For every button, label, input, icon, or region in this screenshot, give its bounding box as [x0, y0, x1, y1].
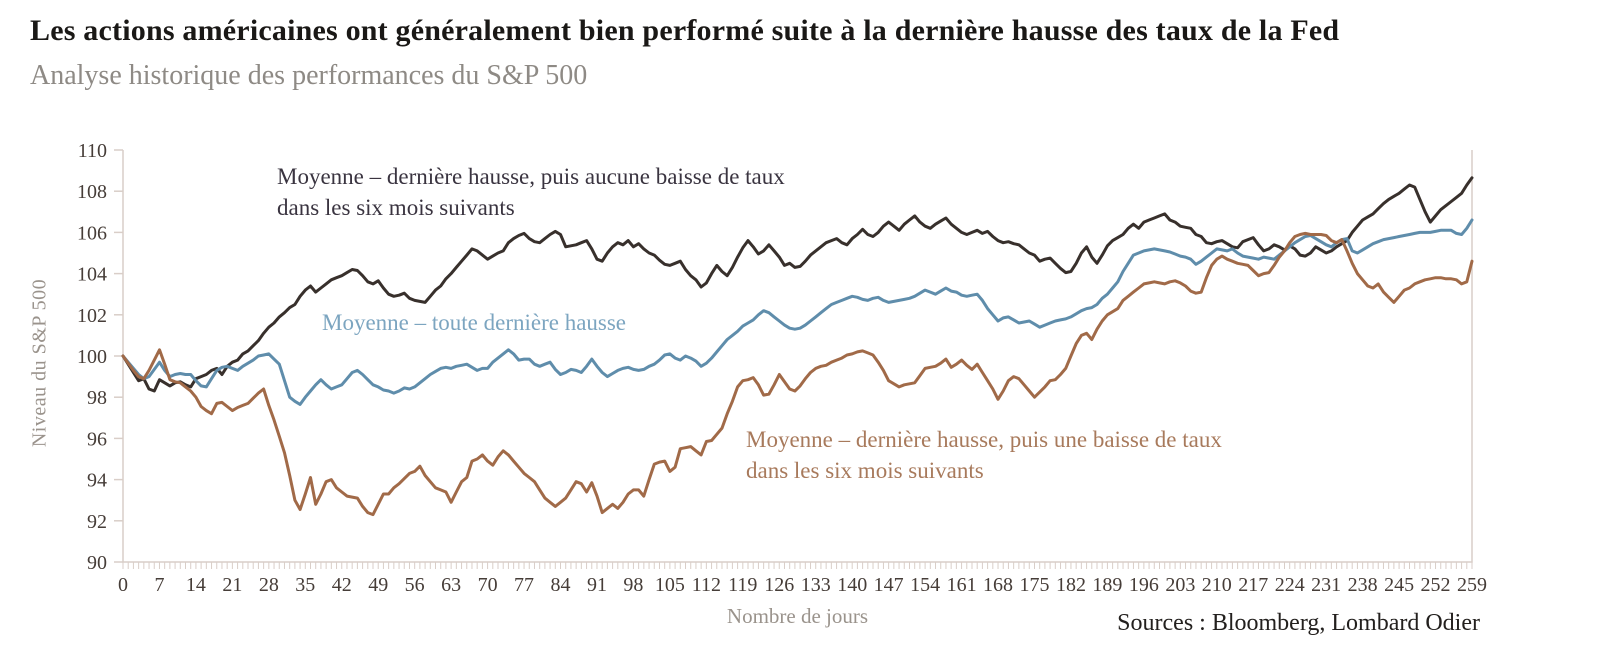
x-tick-label: 217 [1238, 574, 1268, 596]
x-tick-label: 140 [837, 574, 867, 596]
x-tick-label: 28 [259, 574, 279, 596]
x-tick-label: 168 [983, 574, 1013, 596]
y-tick-label: 92 [87, 511, 107, 533]
x-tick-label: 189 [1092, 574, 1122, 596]
x-tick-label: 245 [1384, 574, 1414, 596]
x-tick-label: 196 [1129, 574, 1159, 596]
y-tick-label: 90 [87, 552, 107, 574]
x-tick-label: 126 [764, 574, 794, 596]
x-tick-label: 42 [332, 574, 352, 596]
y-tick-label: 94 [87, 470, 107, 492]
y-tick-label: 100 [77, 346, 107, 368]
x-tick-label: 63 [441, 574, 461, 596]
annotation-all-last-hikes: Moyenne – toute dernière hausse [322, 308, 626, 339]
x-tick-label: 259 [1457, 574, 1487, 596]
x-tick-label: 91 [587, 574, 607, 596]
x-tick-label: 210 [1202, 574, 1232, 596]
annotation-rate-cut: Moyenne – dernière hausse, puis une bais… [746, 425, 1222, 486]
y-tick-label: 104 [77, 264, 107, 286]
x-tick-label: 21 [222, 574, 242, 596]
x-tick-label: 112 [692, 574, 721, 596]
y-tick-label: 110 [78, 140, 107, 162]
x-tick-label: 175 [1019, 574, 1049, 596]
page-subtitle: Analyse historique des performances du S… [30, 60, 588, 91]
series-line-no-rate-cut [121, 176, 1474, 393]
y-tick-label: 108 [77, 181, 107, 203]
x-tick-label: 56 [405, 574, 425, 596]
annotation-all-last-hikes-line1: Moyenne – toute dernière hausse [322, 310, 627, 335]
x-tick-label: 133 [801, 574, 831, 596]
annotation-no-rate-cut-line2: dans les six mois suivants [277, 194, 515, 220]
x-tick-label: 14 [186, 574, 206, 596]
x-tick-label: 77 [514, 574, 534, 596]
x-tick-label: 119 [728, 574, 757, 596]
x-axis-title: Nombre de jours [726, 604, 869, 628]
y-tick-label: 106 [77, 222, 107, 244]
x-tick-label: 35 [295, 574, 315, 596]
x-tick-label: 105 [655, 574, 685, 596]
annotation-rate-cut-line2: dans les six mois suivants [746, 457, 984, 483]
x-tick-label: 7 [154, 574, 164, 596]
source-note: Sources : Bloomberg, Lombard Odier [1117, 610, 1480, 636]
x-tick-label: 161 [947, 574, 977, 596]
x-tick-label: 49 [368, 574, 388, 596]
page-title: Les actions américaines ont généralement… [30, 14, 1340, 47]
x-tick-label: 231 [1311, 574, 1341, 596]
series-line-all-last-hikes [121, 218, 1474, 406]
x-tick-label: 252 [1421, 574, 1451, 596]
x-tick-label: 238 [1348, 574, 1378, 596]
annotation-no-rate-cut-line1: Moyenne – dernière hausse, puis aucune b… [277, 164, 785, 189]
x-tick-label: 98 [623, 574, 643, 596]
x-tick-label: 0 [118, 574, 128, 596]
y-tick-label: 98 [87, 387, 107, 409]
x-tick-label: 84 [551, 574, 571, 596]
y-tick-label: 102 [77, 305, 107, 327]
annotation-no-rate-cut: Moyenne – dernière hausse, puis aucune b… [277, 162, 785, 223]
x-tick-label: 154 [910, 574, 940, 596]
annotation-rate-cut-line1: Moyenne – dernière hausse, puis une bais… [746, 427, 1222, 452]
x-tick-label: 224 [1275, 574, 1305, 596]
series-line-rate-cut [121, 231, 1474, 517]
x-tick-label: 147 [874, 574, 904, 596]
y-tick-label: 96 [87, 428, 107, 450]
x-tick-label: 182 [1056, 574, 1086, 596]
y-axis-title: Niveau du S&P 500 [28, 278, 51, 448]
x-tick-label: 203 [1165, 574, 1195, 596]
x-tick-label: 70 [478, 574, 498, 596]
